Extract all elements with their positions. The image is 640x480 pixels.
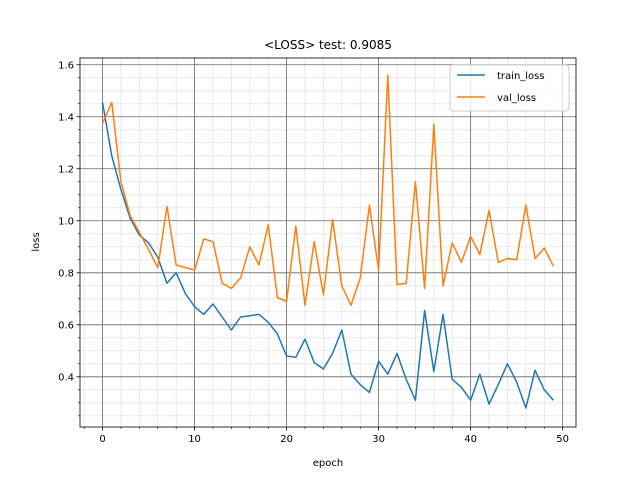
x-tick-label: 10 <box>188 434 201 445</box>
legend-label-train-loss: train_loss <box>497 71 545 82</box>
plot-area <box>80 58 576 427</box>
x-tick-label: 30 <box>372 434 385 445</box>
x-tick-label: 50 <box>556 434 569 445</box>
legend-label-val-loss: val_loss <box>497 93 536 104</box>
x-tick-label: 20 <box>280 434 293 445</box>
y-tick-label: 1.0 <box>58 216 74 227</box>
series-line-train-loss <box>101 102 555 409</box>
y-tick-label: 1.2 <box>58 164 74 175</box>
major-grid <box>80 58 576 427</box>
x-axis-ticks: 0 10 20 30 40 50 <box>83 427 569 445</box>
y-tick-label: 0.6 <box>58 320 74 331</box>
y-tick-label: 0.4 <box>58 372 74 383</box>
x-axis-label: epoch <box>313 458 343 469</box>
y-tick-label: 0.8 <box>58 268 74 279</box>
series-layer <box>101 74 555 409</box>
legend-box <box>449 64 570 112</box>
plot-frame <box>79 57 577 428</box>
x-tick-label: 0 <box>99 434 105 445</box>
x-tick-label: 40 <box>464 434 477 445</box>
y-tick-label: 1.4 <box>58 112 74 123</box>
y-tick-label: 1.6 <box>58 60 74 71</box>
series-line-val-loss <box>101 74 555 307</box>
legend: train_loss val_loss <box>449 64 570 112</box>
chart-title: <LOSS> test: 0.9085 <box>264 38 392 52</box>
y-axis-ticks: 0.4 0.6 0.8 1.0 1.2 1.4 1.6 <box>58 60 80 417</box>
y-axis-label: loss <box>31 232 42 251</box>
